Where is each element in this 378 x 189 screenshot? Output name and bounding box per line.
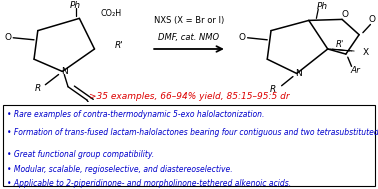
Text: >35 examples, 66–94% yield, 85:15–95:5 dr: >35 examples, 66–94% yield, 85:15–95:5 d… — [89, 92, 289, 101]
Text: • Rare examples of contra-thermodynamic 5-exo halolactonization.: • Rare examples of contra-thermodynamic … — [7, 110, 264, 119]
FancyBboxPatch shape — [3, 105, 375, 186]
Text: • Modular, scalable, regioselective, and diastereoselective.: • Modular, scalable, regioselective, and… — [7, 164, 232, 174]
Text: Ar: Ar — [350, 66, 360, 75]
Text: O: O — [342, 10, 349, 19]
Text: • Formation of trans-fused lactam-halolactones bearing four contiguous and two t: • Formation of trans-fused lactam-halola… — [7, 128, 378, 137]
Text: X: X — [363, 48, 369, 57]
Text: • Great functional group compatibility.: • Great functional group compatibility. — [7, 150, 154, 159]
Text: CO₂H: CO₂H — [101, 9, 122, 18]
Text: R': R' — [335, 40, 344, 49]
Text: O: O — [4, 33, 11, 42]
Text: O: O — [239, 33, 245, 42]
Text: NXS (X = Br or I): NXS (X = Br or I) — [154, 16, 224, 25]
Text: O: O — [369, 15, 376, 24]
Text: N: N — [61, 67, 68, 77]
Text: • Applicable to 2-piperidinone- and morpholinone-tethered alkenoic acids.: • Applicable to 2-piperidinone- and morp… — [7, 179, 291, 188]
Text: R: R — [270, 85, 276, 94]
Text: DMF, cat. NMO: DMF, cat. NMO — [158, 33, 220, 42]
Text: R: R — [35, 84, 41, 93]
Text: Ph: Ph — [70, 1, 81, 10]
Text: N: N — [295, 70, 302, 78]
Text: R': R' — [115, 41, 124, 50]
Text: Ph: Ph — [316, 2, 328, 11]
Text: Ar: Ar — [93, 115, 103, 124]
